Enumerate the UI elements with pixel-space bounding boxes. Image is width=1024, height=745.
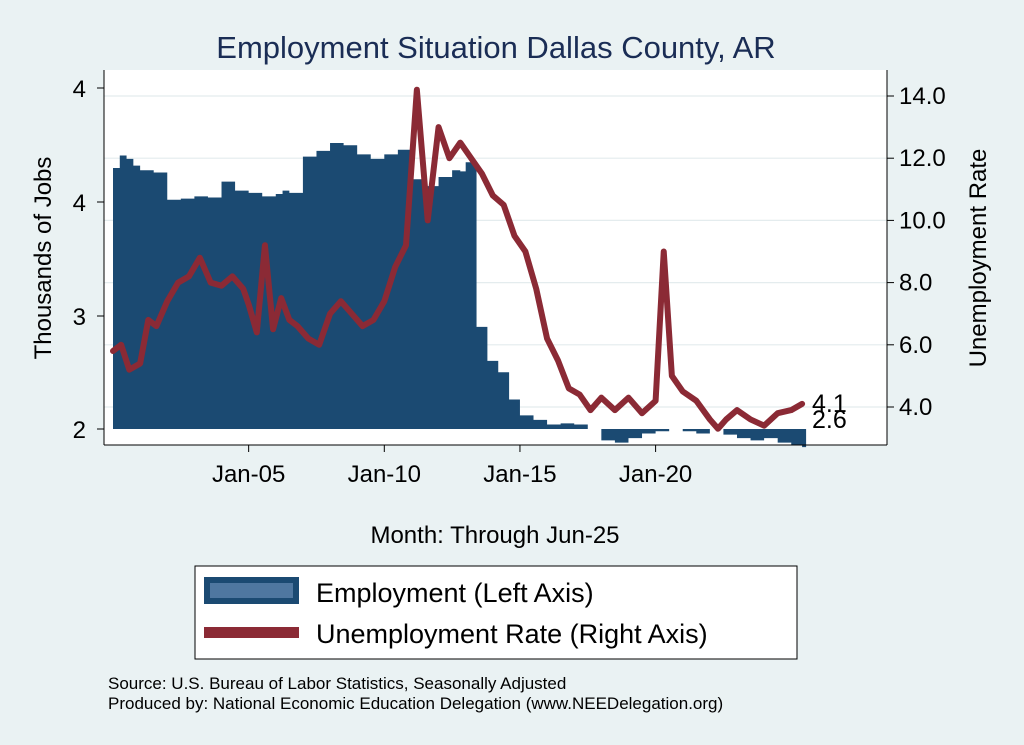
x-tick-label: Jan-10 xyxy=(348,461,421,488)
end-label-employment: 2.6 xyxy=(812,406,847,434)
right-tick-label: 10.0 xyxy=(899,207,946,234)
right-tick-label: 4.0 xyxy=(899,394,932,421)
unemployment-line xyxy=(110,86,806,432)
left-axis-ticks: 2 3 4 4 xyxy=(73,76,104,444)
employment-bars xyxy=(113,142,807,448)
right-tick-label: 14.0 xyxy=(899,83,946,110)
source-note: Source: U.S. Bureau of Labor Statistics,… xyxy=(108,674,566,693)
left-tick-label: 4 xyxy=(73,76,86,103)
legend: Employment (Left Axis) Unemployment Rate… xyxy=(194,565,798,660)
x-tick-label: Jan-15 xyxy=(483,461,556,488)
legend-swatch-unemployment xyxy=(204,627,299,638)
x-axis-ticks: Jan-05 Jan-10 Jan-15 Jan-20 xyxy=(212,445,692,488)
end-label-unemployment: 4.1 xyxy=(812,390,847,418)
chart-title: Employment Situation Dallas County, AR xyxy=(216,30,775,65)
left-tick-label: 2 xyxy=(73,417,86,444)
y-left-axis-title: Thousands of Jobs xyxy=(30,157,57,360)
legend-label-employment: Employment (Left Axis) xyxy=(316,578,594,608)
right-axis-ticks: 4.0 6.0 8.0 10.0 12.0 14.0 xyxy=(887,83,946,421)
produced-note: Produced by: National Economic Education… xyxy=(108,694,723,713)
left-tick-label: 4 xyxy=(73,190,86,217)
x-axis-title: Month: Through Jun-25 xyxy=(370,522,619,549)
right-tick-label: 8.0 xyxy=(899,270,932,297)
employment-area xyxy=(113,142,807,448)
x-tick-label: Jan-05 xyxy=(212,461,285,488)
x-tick-label: Jan-20 xyxy=(619,461,692,488)
y-right-axis-title: Unemployment Rate xyxy=(965,149,992,368)
right-tick-label: 6.0 xyxy=(899,332,932,359)
legend-swatch-employment-inner xyxy=(210,583,293,598)
right-tick-label: 12.0 xyxy=(899,145,946,172)
left-tick-label: 3 xyxy=(73,304,86,331)
legend-label-unemployment: Unemployment Rate (Right Axis) xyxy=(316,619,708,649)
unemployment-series-line xyxy=(110,86,806,432)
